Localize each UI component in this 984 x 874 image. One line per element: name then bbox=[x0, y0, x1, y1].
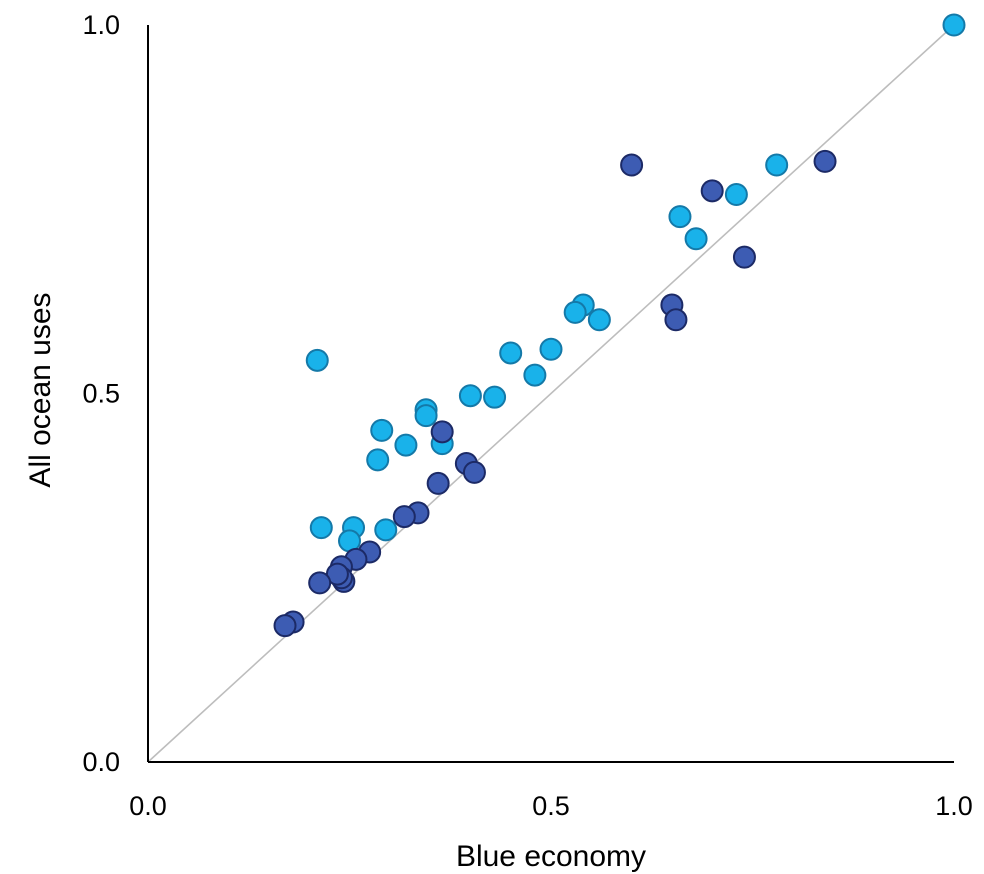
x-tick-label: 1.0 bbox=[935, 791, 973, 821]
dark-point bbox=[430, 420, 454, 444]
dark-point bbox=[813, 149, 837, 173]
light-point bbox=[765, 153, 789, 177]
dark-point bbox=[273, 614, 297, 638]
light-point bbox=[684, 227, 708, 251]
dark-point bbox=[700, 179, 724, 203]
light-point bbox=[539, 337, 563, 361]
light-point bbox=[483, 385, 507, 409]
x-tick-label: 0.5 bbox=[532, 791, 570, 821]
y-tick-label: 0.5 bbox=[82, 379, 120, 409]
dark-point bbox=[426, 471, 450, 495]
light-point bbox=[305, 348, 329, 372]
light-point bbox=[563, 300, 587, 324]
light-point bbox=[499, 341, 523, 365]
light-point bbox=[523, 363, 547, 387]
light-point bbox=[458, 384, 482, 408]
light-point bbox=[414, 404, 438, 428]
dark-point bbox=[664, 308, 688, 332]
y-tick-label: 0.0 bbox=[82, 747, 120, 777]
dark-point bbox=[392, 505, 416, 529]
light-point bbox=[724, 183, 748, 207]
x-tick-label: 0.0 bbox=[129, 791, 167, 821]
dark-point bbox=[732, 245, 756, 269]
x-axis-label: Blue economy bbox=[456, 840, 646, 873]
light-point bbox=[942, 13, 966, 37]
plot-area bbox=[147, 13, 966, 763]
light-point bbox=[366, 448, 390, 472]
axes: 0.0 0.5 1.0 0.0 0.5 1.0 bbox=[82, 10, 972, 821]
light-point bbox=[370, 418, 394, 442]
light-point bbox=[394, 433, 418, 457]
y-axis-label: All ocean uses bbox=[24, 292, 57, 487]
reference-line bbox=[147, 24, 955, 763]
light-point bbox=[587, 308, 611, 332]
light-point bbox=[309, 516, 333, 540]
light-point bbox=[668, 205, 692, 229]
light-point bbox=[374, 518, 398, 542]
y-tick-label: 1.0 bbox=[82, 10, 120, 40]
dark-point bbox=[462, 460, 486, 484]
dark-point bbox=[308, 571, 332, 595]
dark-point bbox=[620, 153, 644, 177]
